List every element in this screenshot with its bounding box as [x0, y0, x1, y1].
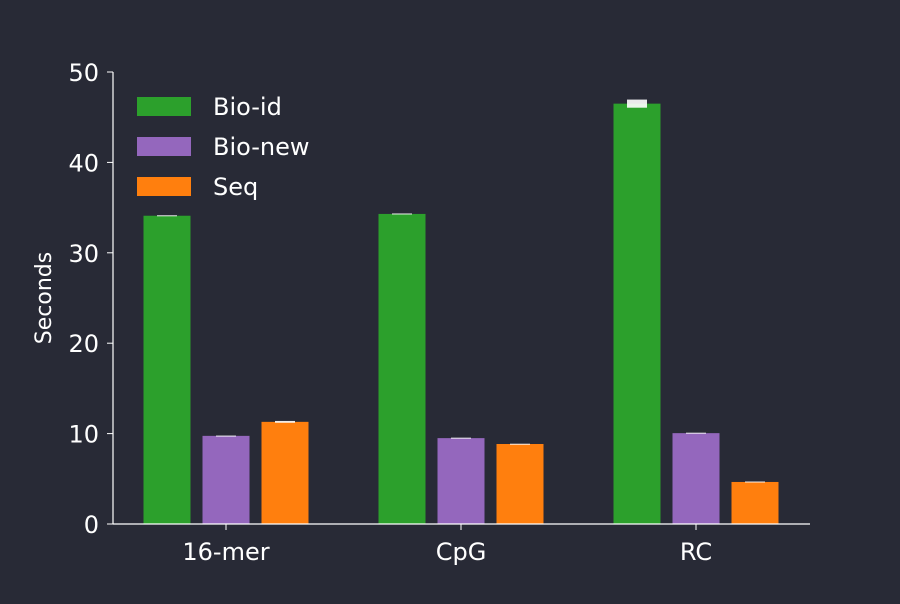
bar-bio-new-cpg	[437, 438, 485, 524]
y-tick-label: 10	[68, 421, 99, 449]
bar-seq-cpg	[496, 443, 544, 524]
error-bar	[392, 213, 412, 215]
legend-swatch-bio-new	[137, 137, 191, 156]
y-tick-label: 50	[68, 59, 99, 87]
bar-bio-new-16-mer	[202, 435, 250, 524]
legend-label: Seq	[213, 173, 258, 201]
bar-bio-id-16-mer	[143, 215, 191, 524]
bar-seq-rc	[731, 481, 779, 524]
bar-bio-id-rc	[613, 103, 661, 524]
error-bar	[275, 420, 295, 423]
y-axis-label: Seconds	[32, 252, 57, 344]
y-tick-label: 20	[68, 330, 99, 358]
legend-label: Bio-new	[213, 133, 310, 161]
y-tick-label: 30	[68, 240, 99, 268]
y-tick-label: 40	[68, 149, 99, 177]
bar-seq-16-mer	[261, 421, 309, 524]
error-bar	[216, 435, 236, 437]
error-bar	[451, 437, 471, 439]
error-bar	[510, 443, 530, 445]
error-bar	[745, 481, 765, 483]
error-bar	[157, 215, 177, 217]
error-bar	[686, 432, 706, 434]
x-tick-label: 16-mer	[182, 538, 269, 566]
x-tick-label: RC	[680, 538, 712, 566]
bar-bio-new-rc	[672, 433, 720, 524]
error-bar	[627, 99, 647, 108]
bar-bio-id-cpg	[378, 213, 426, 525]
legend-label: Bio-id	[213, 93, 282, 121]
x-tick-label: CpG	[436, 538, 487, 566]
legend-swatch-seq	[137, 177, 191, 196]
legend-swatch-bio-id	[137, 97, 191, 116]
y-tick-label: 0	[84, 511, 99, 539]
